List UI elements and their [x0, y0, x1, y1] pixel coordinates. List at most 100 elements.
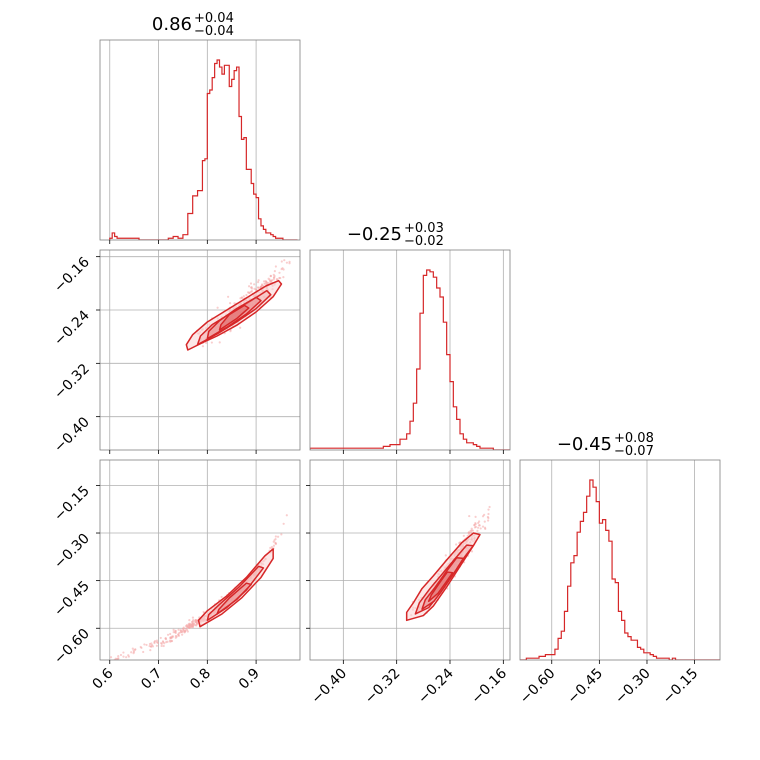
- x-tick-label: −0.60: [517, 666, 559, 708]
- scatter-point: [253, 287, 256, 290]
- scatter-point: [248, 291, 251, 295]
- scatter-point: [471, 529, 474, 532]
- scatter-point: [249, 282, 253, 285]
- scatter-point: [184, 627, 187, 630]
- panel-2-0: 0.6 0.7 0.8 0.9 −0.60 −0.45 −0.30 −0.15: [51, 459, 301, 693]
- x-tick-label: −0.16: [469, 665, 511, 707]
- scatter-point: [220, 595, 223, 599]
- scatter-point: [117, 654, 120, 658]
- panel-title-minus: −0.07: [614, 444, 654, 459]
- scatter-point: [470, 550, 474, 553]
- scatter-point: [478, 524, 481, 527]
- scatter-point: [470, 531, 473, 534]
- panel-background: [310, 250, 510, 450]
- scatter-point: [473, 523, 476, 527]
- scatter-point: [149, 649, 152, 652]
- scatter-point: [487, 516, 490, 520]
- panel-0-0: 0.86 +0.04−0.04: [99, 11, 301, 244]
- panel-background: [310, 460, 510, 660]
- y-tick-label: −0.30: [51, 531, 93, 573]
- histogram-line-1: [310, 269, 510, 450]
- x-tick-label: 0.8: [187, 666, 214, 693]
- panel-2-1: −0.40 −0.32 −0.24 −0.16: [306, 459, 511, 707]
- scatter-point: [159, 636, 162, 640]
- scatter-point: [269, 280, 273, 283]
- x-tick-label: −0.45: [565, 666, 607, 708]
- scatter-point: [487, 512, 490, 516]
- scatter-point: [484, 527, 487, 530]
- scatter-point: [270, 545, 274, 549]
- x-tick-label: 0.7: [138, 666, 165, 693]
- scatter-point: [483, 513, 486, 516]
- scatter-point: [130, 651, 133, 654]
- scatter-point: [455, 543, 458, 546]
- scatter-point: [168, 639, 172, 642]
- scatter-point: [247, 285, 251, 288]
- y-tick-label: −0.60: [51, 626, 93, 668]
- x-tick-label: 0.6: [90, 665, 117, 692]
- x-tick-label: −0.30: [612, 666, 654, 708]
- scatter-point: [143, 643, 146, 646]
- scatter-point: [467, 531, 470, 534]
- scatter-point: [477, 526, 480, 529]
- scatter-point: [117, 657, 120, 660]
- scatter-point: [160, 642, 163, 645]
- scatter-point: [175, 635, 178, 638]
- scatter-point: [282, 522, 285, 525]
- scatter-point: [269, 275, 272, 278]
- scatter-point: [272, 278, 275, 281]
- scatter-point: [174, 630, 177, 633]
- scatter-point: [188, 618, 191, 622]
- scatter-point: [166, 633, 170, 636]
- scatter-point: [148, 642, 152, 646]
- panel-frame: [519, 459, 721, 661]
- histogram-line-2: [520, 479, 720, 660]
- scatter-point: [127, 654, 130, 657]
- scatter-point: [190, 626, 193, 629]
- scatter-point: [165, 641, 168, 644]
- contour-level-3: [218, 304, 250, 331]
- scatter-point: [253, 283, 256, 286]
- panel-frame: [309, 459, 511, 661]
- scatter-point: [269, 546, 272, 549]
- scatter-point: [216, 306, 219, 309]
- panel-frame: [99, 249, 301, 451]
- scatter-point: [477, 521, 480, 525]
- scatter-point: [274, 537, 277, 541]
- scatter-point: [262, 280, 266, 283]
- scatter-point: [178, 632, 181, 635]
- scatter-point: [125, 656, 128, 659]
- scatter-point: [479, 527, 482, 530]
- scatter-point: [250, 287, 254, 290]
- panel-title-value: −0.45: [557, 434, 612, 455]
- panel-2-2: −0.60 −0.45 −0.30 −0.15−0.45 +0.08−0.07: [517, 431, 721, 708]
- scatter-point: [242, 295, 245, 298]
- scatter-point: [195, 621, 199, 624]
- y-tick-label: −0.24: [51, 307, 93, 349]
- panel-1-0: −0.40 −0.32 −0.24 −0.16: [51, 249, 301, 456]
- scatter-point: [256, 281, 260, 284]
- joint-content: [405, 505, 491, 622]
- x-tick-label: −0.15: [660, 666, 702, 708]
- scatter-point: [161, 640, 165, 643]
- scatter-point: [285, 261, 288, 264]
- scatter-point: [274, 265, 277, 268]
- scatter-point: [170, 639, 174, 643]
- scatter-point: [181, 630, 184, 634]
- scatter-point: [187, 622, 190, 625]
- scatter-point: [282, 276, 285, 279]
- scatter-point: [142, 650, 145, 654]
- scatter-point: [273, 274, 276, 278]
- y-tick-label: −0.15: [51, 483, 93, 525]
- scatter-point: [239, 297, 242, 300]
- histogram-line-0: [109, 59, 298, 240]
- y-tick-label: −0.40: [51, 414, 93, 456]
- scatter-point: [476, 529, 479, 532]
- scatter-point: [218, 341, 221, 344]
- panel-frame: [309, 249, 511, 451]
- scatter-point: [201, 345, 205, 348]
- scatter-point: [192, 622, 196, 625]
- scatter-point: [171, 635, 175, 638]
- scatter-point: [474, 522, 477, 525]
- scatter-point: [195, 619, 198, 622]
